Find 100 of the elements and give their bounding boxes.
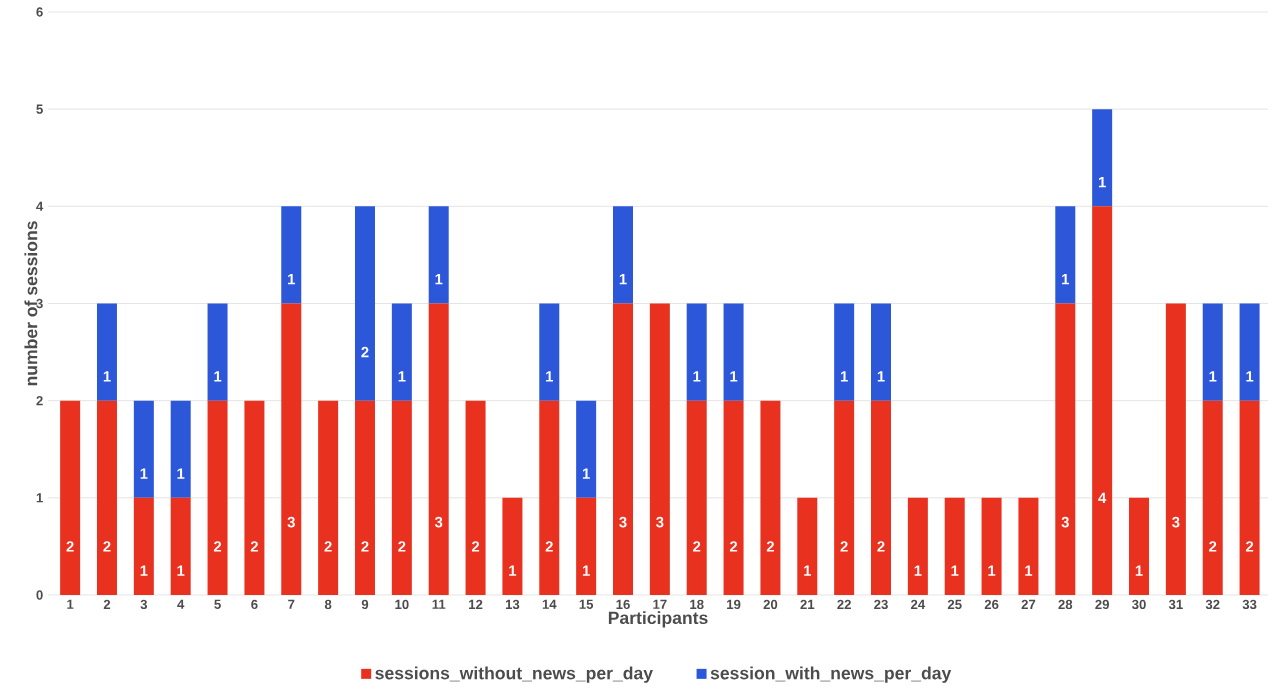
data-label: 1 bbox=[177, 468, 185, 479]
legend-label: session_with_news_per_day bbox=[710, 666, 952, 683]
data-label: 2 bbox=[66, 541, 74, 552]
data-label: 1 bbox=[1246, 371, 1254, 382]
data-label: 1 bbox=[140, 468, 148, 479]
data-label: 1 bbox=[730, 371, 738, 382]
data-label: 2 bbox=[1209, 541, 1217, 552]
bar bbox=[1202, 303, 1223, 401]
y-tick-label: 6 bbox=[36, 7, 43, 17]
data-label: 1 bbox=[509, 565, 517, 576]
bar bbox=[60, 400, 81, 595]
data-label: 3 bbox=[287, 516, 295, 528]
data-label: 1 bbox=[914, 565, 922, 576]
bar bbox=[391, 303, 412, 401]
data-label: 2 bbox=[693, 541, 701, 552]
bar bbox=[428, 303, 449, 595]
x-tick-label: 1 bbox=[67, 599, 74, 609]
x-tick-label: 16 bbox=[616, 599, 630, 610]
y-tick-label: 4 bbox=[36, 201, 44, 211]
x-tick-label: 18 bbox=[690, 599, 704, 610]
bar bbox=[502, 497, 523, 595]
bar bbox=[170, 400, 191, 498]
y-tick-label: 0 bbox=[36, 590, 43, 600]
data-label: 1 bbox=[877, 371, 885, 382]
bar bbox=[834, 303, 855, 401]
data-label: 2 bbox=[729, 541, 738, 552]
data-label: 1 bbox=[951, 565, 959, 576]
bar bbox=[1055, 206, 1076, 304]
data-label: 1 bbox=[804, 565, 812, 576]
data-label: 3 bbox=[1061, 516, 1069, 528]
data-label: 2 bbox=[250, 541, 258, 552]
bar bbox=[1092, 109, 1113, 207]
x-tick-label: 31 bbox=[1168, 599, 1183, 610]
y-tick-label: 2 bbox=[36, 396, 43, 406]
x-tick-label: 11 bbox=[432, 599, 446, 609]
bar bbox=[281, 303, 302, 595]
x-tick-label: 25 bbox=[947, 599, 962, 610]
data-label: 1 bbox=[840, 371, 848, 382]
data-label: 2 bbox=[877, 541, 885, 552]
y-tick-label: 3 bbox=[36, 298, 43, 309]
x-tick-label: 9 bbox=[361, 599, 369, 610]
x-tick-label: 26 bbox=[984, 599, 999, 610]
bar bbox=[576, 400, 597, 498]
bar bbox=[723, 400, 744, 595]
x-tick-label: 27 bbox=[1021, 599, 1036, 609]
y-tick-label: 1 bbox=[36, 493, 43, 503]
x-tick-label: 3 bbox=[140, 599, 148, 610]
data-label: 2 bbox=[471, 541, 480, 552]
bar bbox=[244, 400, 265, 595]
data-label: 1 bbox=[619, 274, 627, 285]
bar bbox=[1202, 400, 1223, 595]
data-label: 2 bbox=[766, 541, 774, 552]
bar bbox=[871, 400, 892, 595]
bar bbox=[354, 400, 375, 595]
data-label: 1 bbox=[1135, 565, 1143, 576]
y-axis-title: number of sessions bbox=[24, 221, 38, 386]
bar bbox=[1055, 303, 1076, 595]
bar bbox=[96, 303, 117, 401]
bar bbox=[539, 303, 560, 401]
x-tick-label: 29 bbox=[1095, 599, 1109, 610]
data-label: 1 bbox=[988, 565, 996, 576]
bar bbox=[133, 497, 154, 595]
data-label: 3 bbox=[434, 516, 443, 528]
data-label: 1 bbox=[1209, 371, 1217, 382]
bar bbox=[1165, 303, 1186, 595]
bar bbox=[428, 206, 449, 304]
x-tick-label: 15 bbox=[579, 599, 594, 609]
bar bbox=[1239, 400, 1260, 595]
x-tick-label: 14 bbox=[542, 599, 557, 609]
bar bbox=[539, 400, 560, 595]
data-label: 2 bbox=[324, 541, 332, 552]
bar bbox=[133, 400, 154, 498]
x-tick-label: 7 bbox=[288, 599, 295, 609]
x-tick-label: 8 bbox=[324, 599, 332, 610]
bar bbox=[797, 497, 818, 595]
data-label: 4 bbox=[1098, 492, 1107, 503]
bar bbox=[649, 303, 670, 595]
x-tick-label: 32 bbox=[1205, 599, 1220, 610]
data-label: 1 bbox=[140, 565, 148, 576]
bar bbox=[391, 400, 412, 595]
data-label: 1 bbox=[1098, 176, 1106, 188]
x-tick-label: 20 bbox=[763, 599, 778, 610]
bar bbox=[760, 400, 781, 595]
x-tick-label: 23 bbox=[874, 599, 888, 610]
data-label: 1 bbox=[103, 371, 111, 382]
x-axis-title: Participants bbox=[608, 611, 708, 628]
x-tick-label: 12 bbox=[469, 599, 483, 609]
data-label: 2 bbox=[398, 541, 406, 552]
data-label: 1 bbox=[177, 565, 185, 576]
x-tick-label: 2 bbox=[103, 599, 111, 609]
bar bbox=[207, 400, 228, 595]
x-tick-label: 22 bbox=[837, 599, 851, 609]
x-tick-label: 5 bbox=[214, 599, 221, 609]
data-label: 1 bbox=[214, 371, 222, 382]
bar bbox=[281, 206, 302, 304]
x-tick-label: 33 bbox=[1242, 599, 1257, 610]
x-tick-label: 17 bbox=[653, 599, 667, 609]
data-label: 1 bbox=[693, 371, 701, 382]
bar bbox=[1129, 497, 1150, 595]
bar bbox=[170, 497, 191, 595]
